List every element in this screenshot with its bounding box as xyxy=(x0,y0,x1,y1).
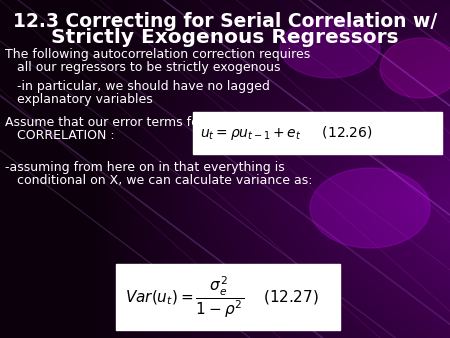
Text: 12.3 Correcting for Serial Correlation w/: 12.3 Correcting for Serial Correlation w… xyxy=(13,12,437,31)
Text: $u_t = \rho u_{t-1} + e_t$     (12.26): $u_t = \rho u_{t-1} + e_t$ (12.26) xyxy=(200,124,372,142)
Ellipse shape xyxy=(280,18,380,78)
FancyBboxPatch shape xyxy=(193,112,442,154)
Text: Strictly Exogenous Regressors: Strictly Exogenous Regressors xyxy=(51,28,399,47)
Text: Assume that our error terms follow AR(1) SERIAL: Assume that our error terms follow AR(1)… xyxy=(5,116,310,129)
Text: The following autocorrelation correction requires: The following autocorrelation correction… xyxy=(5,48,310,61)
Text: conditional on X, we can calculate variance as:: conditional on X, we can calculate varia… xyxy=(5,174,312,187)
Text: $Var(u_t) = \dfrac{\sigma_e^2}{1-\rho^2}$    (12.27): $Var(u_t) = \dfrac{\sigma_e^2}{1-\rho^2}… xyxy=(125,274,319,320)
FancyBboxPatch shape xyxy=(116,264,340,330)
Text: CORRELATION :: CORRELATION : xyxy=(5,129,115,142)
Text: all our regressors to be strictly exogenous: all our regressors to be strictly exogen… xyxy=(5,61,280,74)
Ellipse shape xyxy=(380,38,450,98)
Ellipse shape xyxy=(310,168,430,248)
Text: explanatory variables: explanatory variables xyxy=(5,93,153,106)
Text: -assuming from here on in that everything is: -assuming from here on in that everythin… xyxy=(5,161,285,174)
Text: -in particular, we should have no lagged: -in particular, we should have no lagged xyxy=(5,80,270,93)
